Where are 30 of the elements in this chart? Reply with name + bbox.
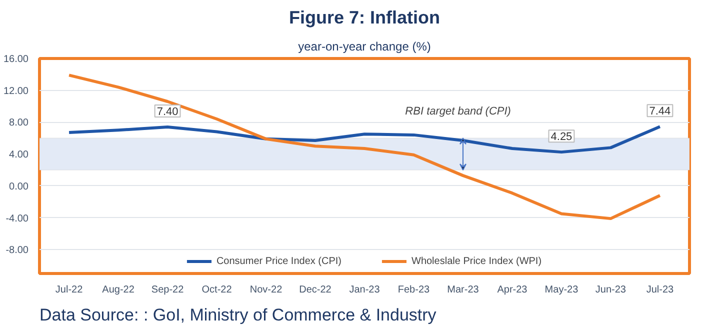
y-tick-label: -8.00 <box>6 245 29 256</box>
chart-subtitle: year-on-year change (%) <box>298 40 431 54</box>
y-tick-label: 4.00 <box>9 150 29 161</box>
x-tick-label: Apr-23 <box>497 284 528 296</box>
x-tick-label: Jan-23 <box>349 284 380 296</box>
x-tick-label: Oct-22 <box>202 284 232 296</box>
x-tick-label: Aug-22 <box>102 284 135 296</box>
y-tick-label: -4.00 <box>6 213 29 224</box>
line-series <box>68 125 662 154</box>
data-label: 4.25 <box>550 131 572 144</box>
x-tick-label: Jun-23 <box>595 284 626 296</box>
data-label: 7.40 <box>156 106 178 118</box>
x-tick-label: May-23 <box>544 284 579 296</box>
x-tick-label: Dec-22 <box>299 284 332 296</box>
legend-label: Wholeslale Price Index (WPI) <box>412 256 542 266</box>
y-tick-label: 0.00 <box>9 181 29 192</box>
source-note: Data Source: : GoI, Ministry of Commerce & Industry <box>40 306 437 324</box>
x-tick-label: Jul-22 <box>55 284 84 296</box>
y-tick-label: 8.00 <box>9 118 29 129</box>
y-tick-label: 12.00 <box>3 86 29 97</box>
x-tick-label: Nov-22 <box>250 284 283 296</box>
band-label: RBI target band (CPI) <box>405 105 512 118</box>
x-tick-label: Jul-23 <box>646 284 674 296</box>
legend-label: Consumer Price Index (CPI) <box>216 256 342 266</box>
x-tick-label: Mar-23 <box>447 284 480 296</box>
data-label: 7.44 <box>649 106 671 118</box>
x-tick-label: Sep-22 <box>151 284 184 296</box>
chart-title: Figure 7: Inflation <box>289 8 440 28</box>
y-tick-label: 16.00 <box>3 54 29 65</box>
x-tick-label: Feb-23 <box>398 284 430 296</box>
